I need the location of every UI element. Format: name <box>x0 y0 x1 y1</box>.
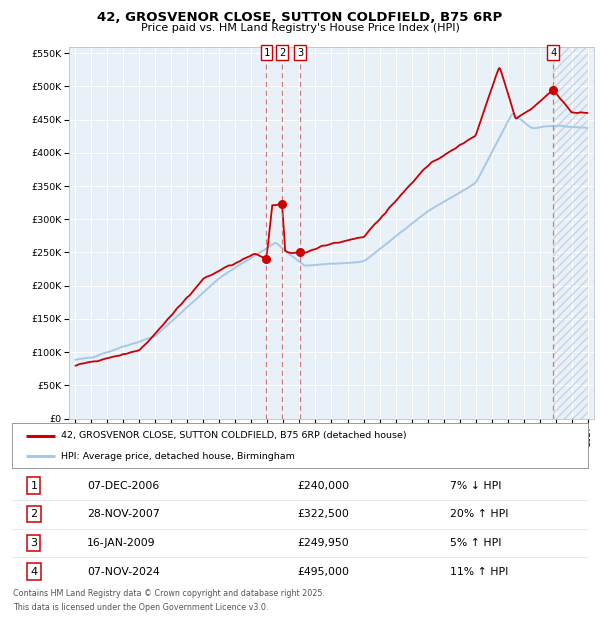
Text: £495,000: £495,000 <box>297 567 349 577</box>
Text: 2: 2 <box>31 509 37 519</box>
Text: 07-NOV-2024: 07-NOV-2024 <box>87 567 160 577</box>
Text: 4: 4 <box>31 567 37 577</box>
Text: 42, GROSVENOR CLOSE, SUTTON COLDFIELD, B75 6RP: 42, GROSVENOR CLOSE, SUTTON COLDFIELD, B… <box>97 11 503 24</box>
Text: 07-DEC-2006: 07-DEC-2006 <box>87 480 159 490</box>
Text: This data is licensed under the Open Government Licence v3.0.: This data is licensed under the Open Gov… <box>13 603 269 612</box>
Text: 42, GROSVENOR CLOSE, SUTTON COLDFIELD, B75 6RP (detached house): 42, GROSVENOR CLOSE, SUTTON COLDFIELD, B… <box>61 431 407 440</box>
Text: £240,000: £240,000 <box>297 480 349 490</box>
Text: Contains HM Land Registry data © Crown copyright and database right 2025.: Contains HM Land Registry data © Crown c… <box>13 590 325 598</box>
Text: £249,950: £249,950 <box>297 538 349 548</box>
Text: 5% ↑ HPI: 5% ↑ HPI <box>450 538 501 548</box>
Text: Price paid vs. HM Land Registry's House Price Index (HPI): Price paid vs. HM Land Registry's House … <box>140 23 460 33</box>
Text: HPI: Average price, detached house, Birmingham: HPI: Average price, detached house, Birm… <box>61 451 295 461</box>
Text: 3: 3 <box>297 48 303 58</box>
Text: 16-JAN-2009: 16-JAN-2009 <box>87 538 155 548</box>
Text: 28-NOV-2007: 28-NOV-2007 <box>87 509 160 519</box>
Text: 1: 1 <box>263 48 269 58</box>
Text: £322,500: £322,500 <box>297 509 349 519</box>
Text: 1: 1 <box>31 480 37 490</box>
Text: 4: 4 <box>550 48 556 58</box>
Text: 20% ↑ HPI: 20% ↑ HPI <box>450 509 508 519</box>
Text: 3: 3 <box>31 538 37 548</box>
Text: 7% ↓ HPI: 7% ↓ HPI <box>450 480 501 490</box>
Text: 11% ↑ HPI: 11% ↑ HPI <box>450 567 508 577</box>
Text: 2: 2 <box>279 48 285 58</box>
